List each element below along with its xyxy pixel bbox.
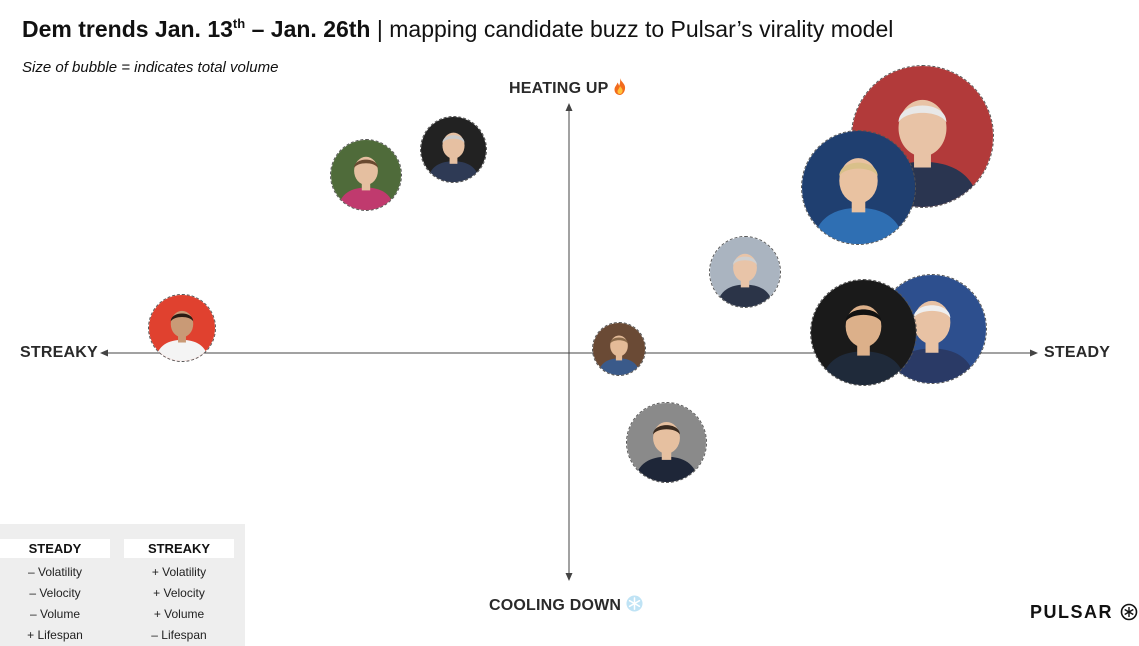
snowflake-icon xyxy=(626,595,643,617)
pulsar-logo: PULSAR xyxy=(1030,602,1138,623)
candidate-bubble-bloomberg xyxy=(709,236,781,308)
candidate-bubble-klobuchar xyxy=(330,139,402,211)
axis-label-streaky: STREAKY xyxy=(20,344,98,361)
candidate-bubble-gabbard xyxy=(148,294,216,362)
legend-item: – Volume xyxy=(29,607,81,621)
subtitle: Size of bubble = indicates total volume xyxy=(22,59,279,76)
legend-item: – Volatility xyxy=(27,565,83,579)
candidate-portrait-icon xyxy=(627,403,706,482)
legend-item: + Volatility xyxy=(151,565,207,579)
legend-panel: STEADY – Volatility – Velocity – Volume … xyxy=(0,524,245,646)
fire-icon xyxy=(613,78,627,100)
candidate-portrait-icon xyxy=(710,237,780,307)
legend-streaky-title: STREAKY xyxy=(124,539,234,558)
legend-item: + Velocity xyxy=(153,586,205,600)
candidate-bubble-warren xyxy=(801,130,916,245)
candidate-portrait-icon xyxy=(811,280,916,385)
title-superscript: th xyxy=(232,16,246,31)
candidate-bubble-steyer xyxy=(420,116,487,183)
candidate-portrait-icon xyxy=(149,295,215,361)
candidate-portrait-icon xyxy=(593,323,645,375)
axis-label-steady: STEADY xyxy=(1044,344,1111,361)
page-title: Dem trends Jan. 13th – Jan. 26th | mappi… xyxy=(22,16,893,43)
title-main: Dem trends Jan. 13 xyxy=(22,16,233,42)
title-date-end: – Jan. 26th xyxy=(245,16,371,42)
title-rest: | mapping candidate buzz to Pulsar’s vir… xyxy=(370,16,894,42)
legend-item: + Volume xyxy=(153,607,205,621)
legend-streaky: STREAKY + Volatility + Velocity + Volume… xyxy=(124,539,234,646)
legend-item: – Lifespan xyxy=(151,628,207,642)
legend-steady: STEADY – Volatility – Velocity – Volume … xyxy=(0,539,110,646)
candidate-bubble-yang xyxy=(810,279,917,386)
candidate-portrait-icon xyxy=(802,131,915,244)
legend-steady-title: STEADY xyxy=(0,539,110,558)
candidate-bubble-buttigieg xyxy=(626,402,707,483)
axis-label-heating-up: HEATING UP xyxy=(509,78,627,100)
candidate-portrait-icon xyxy=(331,140,401,210)
title-bold: Dem trends Jan. 13th – Jan. 26th xyxy=(22,16,370,42)
pulsar-logo-icon xyxy=(1120,603,1137,621)
legend-item: – Velocity xyxy=(29,586,81,600)
legend-item: + Lifespan xyxy=(27,628,83,642)
axis-label-cooling-down: COOLING DOWN xyxy=(489,595,643,617)
candidate-portrait-icon xyxy=(421,117,486,182)
candidate-bubble-delaney xyxy=(592,322,646,376)
